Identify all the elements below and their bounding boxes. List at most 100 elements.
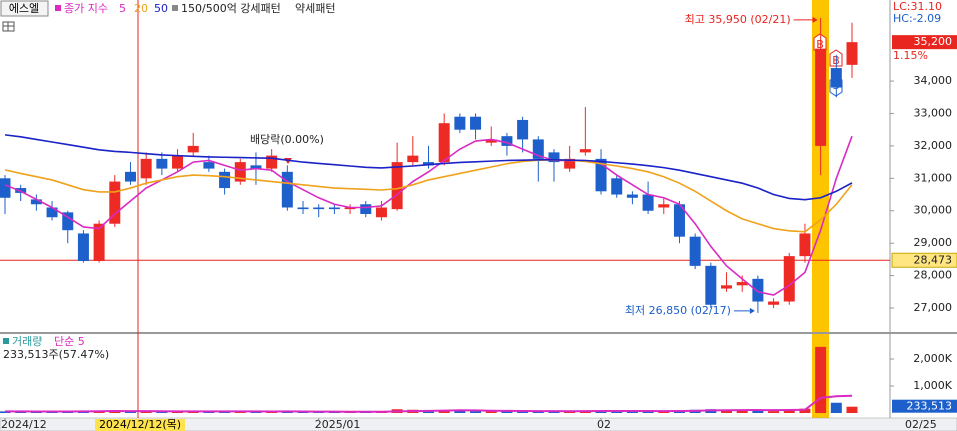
- crosshair-label: 2024/12/12(목): [99, 418, 181, 431]
- candle-body: [391, 162, 403, 210]
- x-tick-label: 02: [597, 418, 611, 431]
- candle-body: [689, 236, 701, 266]
- candle-body: [485, 139, 497, 143]
- volume-bar: [124, 411, 136, 413]
- volume-bar: [501, 411, 513, 413]
- reference-box: [891, 252, 957, 268]
- candle-body: [783, 256, 795, 302]
- candle-body: [93, 223, 105, 261]
- candle-body: [752, 278, 764, 302]
- candle-body: [156, 158, 168, 169]
- volume-bar: [485, 411, 497, 413]
- pattern-label: 150/500억 강세패턴: [181, 2, 281, 15]
- reference-label: 28,473: [914, 253, 953, 266]
- low-annotation: 최저 26,850 (02/17): [625, 304, 731, 317]
- candle-body: [77, 233, 89, 261]
- volume-ma-line: [4, 394, 853, 413]
- stock-name: 에스엘: [9, 2, 39, 15]
- candle-body: [124, 171, 136, 182]
- candle-body: [830, 68, 842, 88]
- candle-body: [234, 162, 246, 182]
- last-date: 02/25: [905, 418, 937, 431]
- candle-body: [517, 119, 529, 140]
- ma-line: [4, 159, 853, 233]
- candle-body: [658, 204, 670, 208]
- candle-body: [297, 207, 309, 210]
- candle-body: [219, 171, 231, 189]
- legend-swatch: [172, 5, 178, 11]
- ma-line: [4, 134, 853, 201]
- candle-body: [360, 204, 372, 214]
- candle-body: [595, 158, 607, 192]
- candle-body: [815, 48, 827, 146]
- volume-bar: [564, 411, 576, 413]
- y-tick-label: 29,000: [914, 236, 953, 249]
- volume-bar: [548, 411, 560, 413]
- legend-swatch: [55, 5, 61, 11]
- crosshair-box: [95, 419, 185, 431]
- change-label: 1.15%: [893, 49, 928, 62]
- volume-bar: [611, 411, 623, 413]
- candle-body: [172, 155, 184, 169]
- volume-bar: [736, 410, 748, 413]
- volume-ma-label: 단순 5: [54, 335, 85, 348]
- volume-tick-label: 2,000K: [913, 352, 952, 365]
- y-tick-label: 30,000: [914, 204, 953, 217]
- candle-body: [470, 116, 482, 130]
- volume-bar: [156, 411, 168, 413]
- candle-body: [0, 178, 11, 198]
- date-axis: [0, 417, 957, 431]
- candle-body: [673, 204, 685, 237]
- candle-body: [344, 207, 356, 210]
- volume-bar: [815, 346, 827, 413]
- candle-body: [454, 116, 466, 130]
- candle-body: [611, 178, 623, 195]
- volume-tick-label: 1,000K: [913, 379, 952, 392]
- candle-body: [579, 149, 591, 153]
- volume-bar: [783, 409, 795, 413]
- candle-body: [250, 165, 262, 169]
- candle-body: [140, 158, 152, 179]
- volume-bar: [768, 411, 780, 413]
- signal-b: B: [813, 33, 827, 51]
- volume-name: 거래량: [12, 335, 42, 348]
- candle-body: [564, 158, 576, 169]
- dividend-label: 배당락(0.00%): [250, 133, 324, 146]
- volume-bar: [721, 410, 733, 413]
- volume-bar: [846, 406, 858, 413]
- stock-box: [0, 0, 49, 17]
- volume-bar: [454, 410, 466, 413]
- pattern-label: 약세패턴: [295, 1, 335, 15]
- legend-entry: 5: [119, 2, 126, 15]
- candle-body: [626, 194, 638, 198]
- volume-bar: [423, 410, 434, 413]
- candle-body: [375, 207, 387, 218]
- x-tick-label: 2024/12: [1, 418, 47, 431]
- candle-body: [846, 42, 858, 65]
- volume-current-box: [892, 399, 957, 413]
- legend-label: 종가 지수: [64, 2, 108, 15]
- candle-body: [423, 162, 434, 166]
- volume-bar: [799, 408, 811, 413]
- legend-entry: 50: [154, 2, 168, 15]
- high-annotation: 최고 35,950 (02/21): [685, 13, 791, 26]
- candle-body: [203, 162, 215, 169]
- x-tick-label: 2025/01: [315, 418, 361, 431]
- candle-body: [532, 139, 544, 159]
- candle-body: [281, 171, 293, 208]
- candle-body: [736, 282, 748, 286]
- hc-label: HC:-2.09: [893, 12, 941, 25]
- high-arrow-head: [812, 16, 818, 23]
- volume-bar: [642, 411, 654, 413]
- candle-body: [266, 155, 278, 169]
- y-tick-label: 34,000: [914, 74, 953, 87]
- candle-body: [721, 285, 733, 289]
- volume-bar: [626, 411, 638, 413]
- legend-entry: 20: [134, 2, 148, 15]
- candle-body: [46, 207, 58, 218]
- candle-body: [109, 181, 121, 224]
- candle-body: [187, 145, 199, 153]
- candle-body: [501, 136, 513, 146]
- ma-line: [4, 135, 853, 296]
